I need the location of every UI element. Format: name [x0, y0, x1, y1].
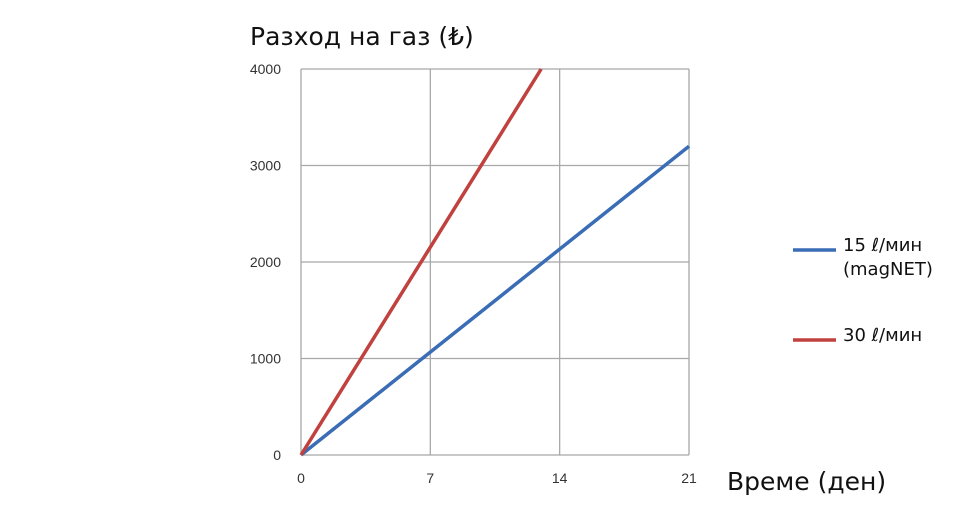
- series-lines: [299, 68, 691, 457]
- x-tick-label: 21: [681, 470, 697, 486]
- y-tick-label: 4000: [250, 61, 281, 77]
- y-tick-label: 3000: [250, 158, 281, 174]
- series-line-0: [299, 144, 691, 457]
- legend-label-0: (magNET): [843, 259, 933, 280]
- y-tick-label: 2000: [250, 254, 281, 270]
- x-tick-label: 14: [552, 470, 568, 486]
- grid: [300, 68, 690, 456]
- y-tick-label: 1000: [250, 351, 281, 367]
- tick-labels: 0 1000 2000 3000 4000 0 7 14 21: [250, 61, 697, 486]
- legend-label-0: 15 ℓ/мин: [843, 235, 922, 256]
- x-tick-label: 0: [297, 470, 305, 486]
- legend-label-1: 30 ℓ/мин: [843, 325, 922, 346]
- y-axis-label: Разход на газ (₺): [250, 22, 474, 51]
- x-axis-label: Време (ден): [727, 467, 886, 496]
- series-line-1: [299, 68, 543, 456]
- legend: 15 ℓ/мин (magNET) 30 ℓ/мин: [793, 235, 933, 346]
- x-tick-label: 7: [426, 470, 434, 486]
- y-tick-label: 0: [273, 447, 281, 463]
